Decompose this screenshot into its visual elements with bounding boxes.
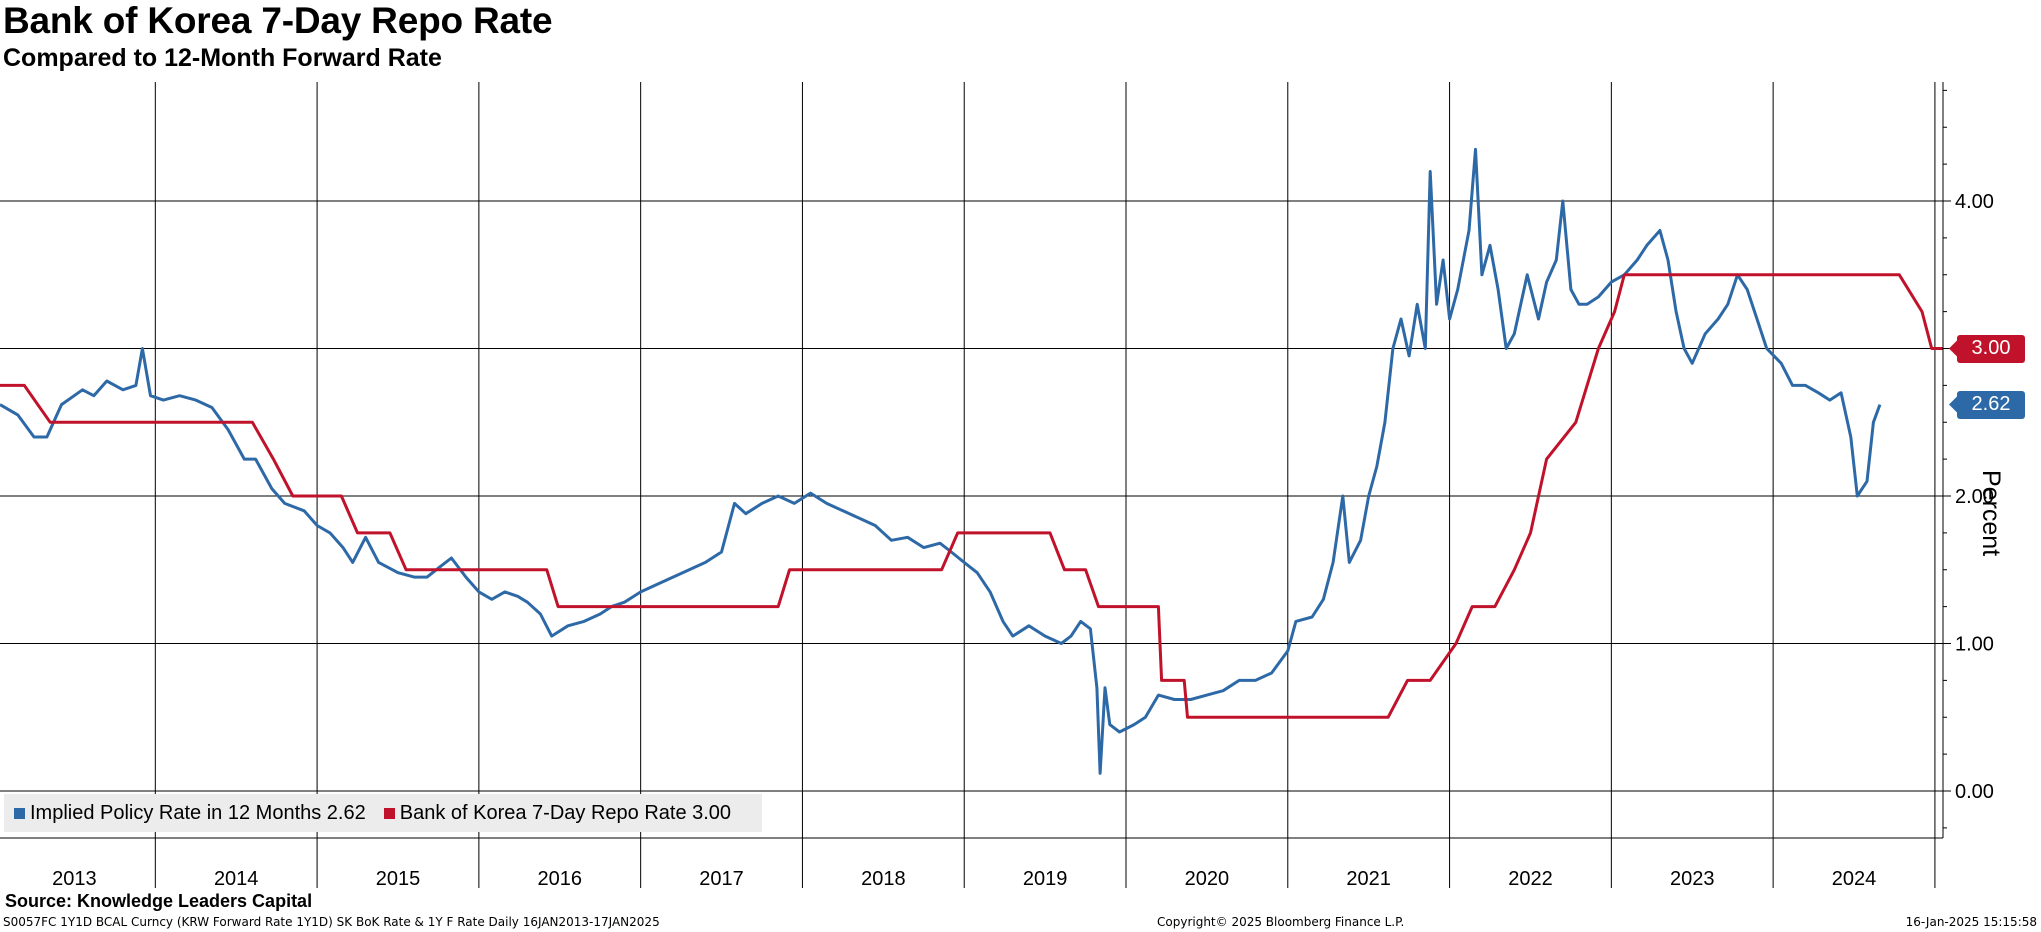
x-tick-label: 2024 — [1832, 868, 1877, 890]
x-tick-label: 2015 — [376, 868, 421, 890]
y-tick-label: 4.00 — [1955, 191, 1994, 213]
chart-subtitle: Compared to 12-Month Forward Rate — [3, 44, 442, 72]
y-tick-label: 1.00 — [1955, 634, 1994, 656]
axis-layer: 0.001.002.003.004.0020132014201520162017… — [0, 82, 1994, 890]
implied-rate-last-value-tag: 2.62 — [1957, 390, 2025, 419]
x-tick-label: 2014 — [214, 868, 259, 890]
x-tick-label: 2018 — [861, 868, 906, 890]
y-axis-title: Percent — [1977, 470, 2005, 557]
legend-label-repo-rate: Bank of Korea 7-Day Repo Rate 3.00 — [399, 801, 732, 824]
source-note: Source: Knowledge Leaders Capital — [5, 891, 313, 911]
series-layer — [0, 147, 1943, 775]
x-tick-label: 2016 — [538, 868, 583, 890]
legend-label-implied-rate: Implied Policy Rate in 12 Months 2.62 — [30, 801, 366, 824]
series-info: S0057FC 1Y1D BCAL Curncy (KRW Forward Ra… — [3, 915, 660, 929]
x-tick-label: 2020 — [1185, 868, 1230, 890]
implied-rate-line — [0, 147, 1882, 775]
implied-rate-last-value: 2.62 — [1971, 393, 2011, 416]
timestamp: 16-Jan-2025 15:15:58 — [1905, 915, 2037, 929]
x-tick-label: 2023 — [1670, 868, 1715, 890]
x-tick-label: 2019 — [1023, 868, 1068, 890]
y-tick-label: 0.00 — [1955, 781, 1994, 803]
copyright: Copyright© 2025 Bloomberg Finance L.P. — [1157, 915, 1405, 929]
x-tick-label: 2013 — [52, 868, 97, 890]
x-tick-label: 2017 — [699, 868, 744, 890]
value-tag-pointer — [1949, 339, 1958, 358]
legend-swatch-red — [383, 807, 395, 819]
y-tick-label: 2.00 — [1955, 486, 1994, 508]
repo-rate-line — [0, 273, 1943, 719]
x-tick-label: 2021 — [1346, 868, 1391, 890]
x-tick-label: 2022 — [1508, 868, 1553, 890]
legend-item-repo-rate[interactable]: Bank of Korea 7-Day Repo Rate 3.00 — [383, 801, 732, 825]
grid-layer — [0, 82, 1943, 888]
legend-swatch-blue — [14, 807, 25, 819]
chart-title: Bank of Korea 7-Day Repo Rate — [3, 0, 553, 41]
value-tag-pointer — [1949, 395, 1958, 414]
repo-rate-last-value-tag: 3.00 — [1957, 334, 2025, 363]
repo-rate-last-value: 3.00 — [1971, 337, 2011, 359]
legend-item-implied-rate[interactable]: Implied Policy Rate in 12 Months 2.62 — [14, 802, 366, 825]
chart-legend: Implied Policy Rate in 12 Months 2.62 Ba… — [4, 794, 762, 832]
